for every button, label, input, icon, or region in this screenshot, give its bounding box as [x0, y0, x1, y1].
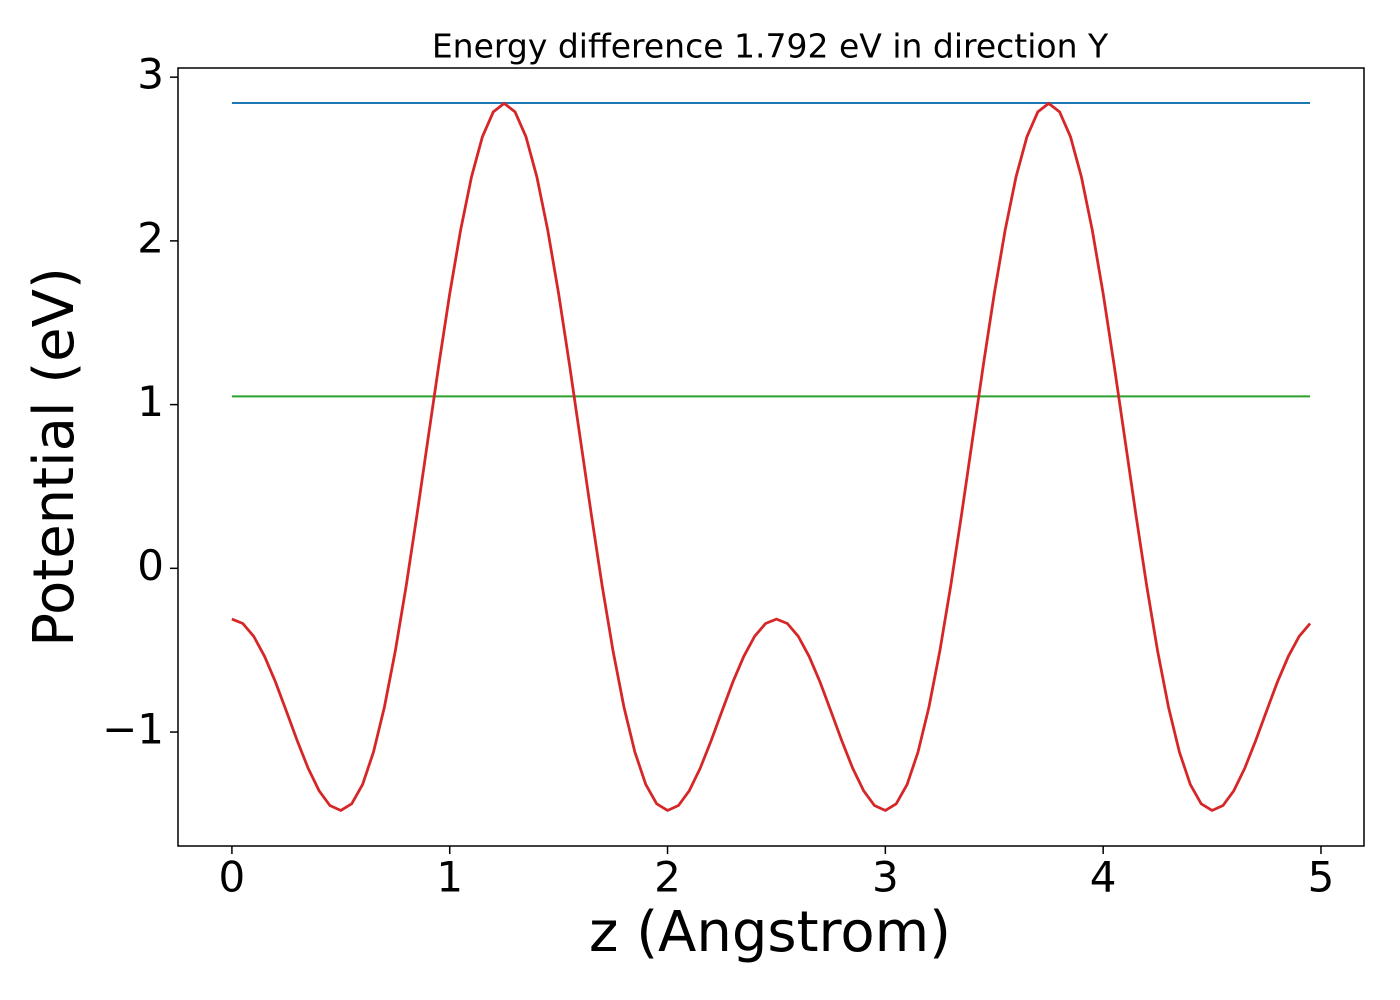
- x-tick-label: 2: [654, 853, 681, 902]
- x-tick-label: 4: [1090, 853, 1117, 902]
- y-axis-label: Potential (eV): [22, 267, 87, 647]
- series-line: [231, 101, 1312, 813]
- plot-frame: [177, 67, 1365, 847]
- y-tick-label: −1: [102, 705, 164, 754]
- y-tick-label: 0: [137, 541, 164, 590]
- y-tick-label: 2: [137, 213, 164, 262]
- chart-title: Energy difference 1.792 eV in direction …: [432, 27, 1109, 66]
- y-tick-label: 1: [137, 377, 164, 426]
- x-tick-label: 5: [1308, 853, 1335, 902]
- x-tick-label: 0: [219, 853, 246, 902]
- y-tick-label: 3: [137, 50, 164, 99]
- x-axis-label: z (Angstrom): [589, 900, 951, 965]
- x-tick-label: 3: [872, 853, 899, 902]
- x-tick-label: 1: [436, 853, 463, 902]
